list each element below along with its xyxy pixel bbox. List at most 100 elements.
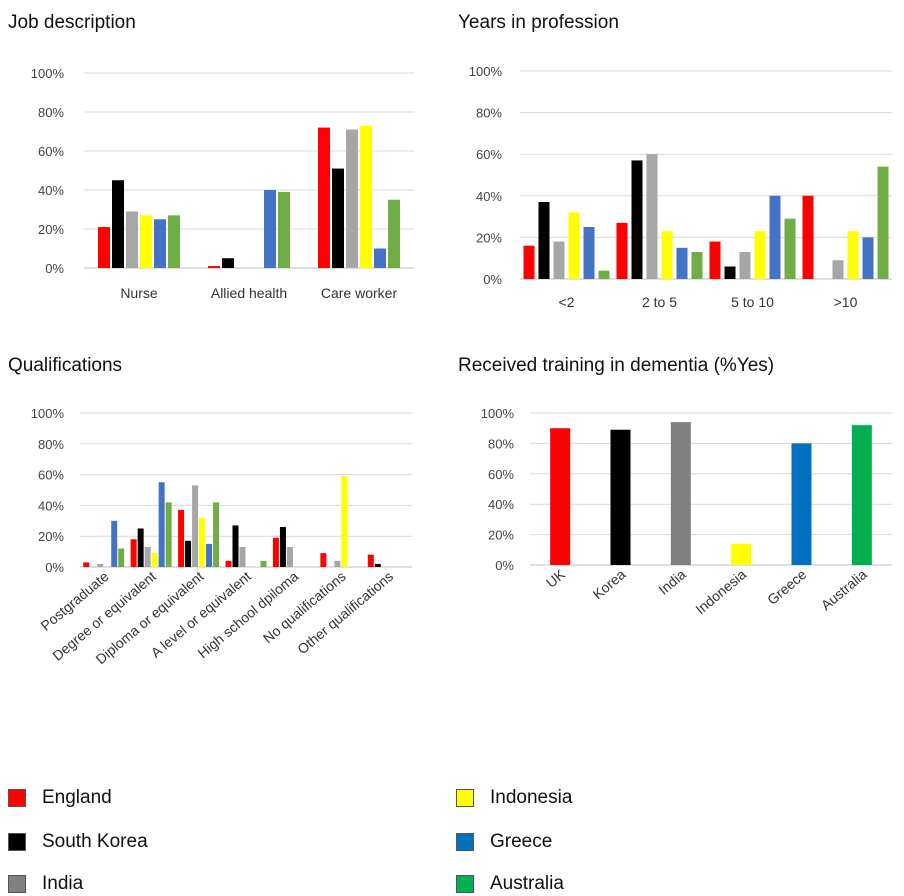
bar-england-5-to-10 [709, 241, 721, 279]
legend-item-england: England [8, 787, 112, 809]
chart-1: 0% 20% 40% 60% 80% 100% Nurse Allied health Care… [31, 66, 414, 301]
legend-item-south-korea: South Korea [8, 831, 148, 853]
y-tick-label: 80% [38, 437, 64, 452]
bar-indonesia-degree-or-equivalent [151, 553, 158, 567]
bar-england-high-school-dpiloma [272, 537, 279, 567]
bar-greece-2-to-5 [676, 247, 688, 279]
x-tick-label: 5 to 10 [731, 294, 774, 310]
chart-2: 0% 20% 40% 60% 80% 100% <2 2 to 5 5 to 10 >10 [469, 64, 892, 310]
y-tick-label: 20% [488, 528, 514, 543]
bar-england-a-level-or-equivalent [225, 560, 232, 567]
y-tick-label: 100% [31, 406, 65, 421]
bar-south-korea-5-to-10 [724, 266, 736, 279]
y-tick-label: 0% [45, 261, 64, 276]
bar-england-allied-health [208, 266, 220, 268]
bar-uk [550, 428, 571, 565]
y-tick-label: 20% [38, 222, 64, 237]
legend-swatch-england [8, 789, 26, 807]
bar-australia-degree-or-equivalent [165, 502, 172, 567]
bar-greece-10 [862, 237, 874, 279]
bar-greece [791, 443, 812, 565]
bar-australia-10 [877, 166, 889, 279]
bar-australia-diploma-or-equivalent [213, 502, 220, 567]
bar-england-2-to-5 [616, 222, 628, 279]
bar-south-korea-allied-health [222, 258, 234, 268]
bar-india-10 [832, 260, 844, 279]
bar-england-care-worker [318, 127, 330, 268]
bar-india-postgraduate [97, 563, 104, 567]
x-tick-label: Nurse [120, 285, 158, 301]
bar-england-2 [523, 245, 535, 279]
bar-india-care-worker [346, 129, 358, 268]
charts-canvas: 0% 20% 40% 60% 80% 100% Nurse Allied health Care… [31, 64, 892, 667]
bar-australia-nurse [168, 215, 180, 268]
bar-south-korea-degree-or-equivalent [137, 528, 144, 567]
legend-swatch-india [8, 875, 26, 893]
x-tick-label: Care worker [321, 285, 398, 301]
legend-label-england: England [42, 787, 112, 808]
y-tick-label: 80% [476, 106, 502, 121]
bar-indonesia-care-worker [360, 125, 372, 269]
bar-indonesia-2-to-5 [661, 231, 673, 279]
y-tick-label: 60% [476, 147, 502, 162]
bar-england-postgraduate [83, 562, 90, 567]
bar-australia-2 [598, 270, 610, 279]
bar-australia-2-to-5 [691, 251, 703, 279]
legend-item-india: India [8, 873, 83, 895]
bar-india-2-to-5 [646, 154, 658, 279]
legend-swatch-australia [456, 875, 474, 893]
bar-india-5-to-10 [739, 251, 751, 279]
bar-greece-diploma-or-equivalent [206, 543, 213, 567]
legend-label-greece: Greece [490, 831, 553, 852]
bar-england-degree-or-equivalent [130, 539, 137, 567]
bar-south-korea-care-worker [332, 168, 344, 268]
y-tick-label: 0% [483, 272, 502, 287]
y-tick-label: 80% [38, 105, 64, 120]
bar-india-high-school-dpiloma [286, 546, 293, 567]
bar-england-nurse [98, 227, 110, 268]
bar-india-2 [553, 241, 565, 279]
y-tick-label: 40% [476, 189, 502, 204]
bar-india [670, 422, 691, 565]
bar-greece-degree-or-equivalent [158, 482, 165, 567]
bar-greece-5-to-10 [769, 195, 781, 279]
bar-south-korea-a-level-or-equivalent [232, 525, 239, 567]
legend-swatch-indonesia [456, 789, 474, 807]
bar-south-korea-high-school-dpiloma [279, 526, 286, 567]
bar-south-korea-2-to-5 [631, 160, 643, 279]
bar-australia-a-level-or-equivalent [260, 560, 267, 567]
bar-australia-care-worker [388, 199, 400, 268]
bar-greece-2 [583, 227, 595, 279]
y-tick-label: 0% [45, 560, 64, 575]
bar-greece-allied-health [264, 190, 276, 268]
y-tick-label: 40% [38, 498, 64, 513]
legend-item-australia: Australia [456, 873, 564, 895]
legend-label-india: India [42, 873, 84, 894]
y-tick-label: 100% [31, 66, 65, 81]
chart-4: 0%20%40%60%80%100%UK Korea India Indonesia G… [481, 406, 892, 617]
bar-india-no-qualifications [334, 560, 341, 567]
bar-england-diploma-or-equivalent [178, 510, 185, 567]
bar-greece-postgraduate [111, 520, 118, 567]
bar-australia-5-to-10 [784, 218, 796, 279]
bar-england-10 [802, 195, 814, 279]
y-tick-label: 40% [488, 497, 514, 512]
bar-greece-care-worker [374, 248, 386, 268]
bar-korea [610, 429, 631, 565]
y-tick-label: 20% [476, 230, 502, 245]
bar-india-degree-or-equivalent [144, 546, 151, 567]
bar-south-korea-2 [538, 202, 550, 279]
y-tick-label: 0% [495, 558, 514, 573]
chart-3-title: Qualifications [8, 355, 123, 376]
legend-label-south-korea: South Korea [42, 831, 148, 852]
bar-indonesia-no-qualifications [341, 476, 348, 567]
y-tick-label: 100% [481, 406, 515, 421]
legend-swatch-greece [456, 833, 474, 851]
bar-india-diploma-or-equivalent [192, 485, 199, 567]
bar-south-korea-nurse [112, 180, 124, 268]
chart-2-title: Years in profession [458, 12, 619, 33]
legend-item-indonesia: Indonesia [456, 787, 572, 809]
bar-england-no-qualifications [320, 553, 327, 567]
legend-label-indonesia: Indonesia [490, 787, 573, 808]
